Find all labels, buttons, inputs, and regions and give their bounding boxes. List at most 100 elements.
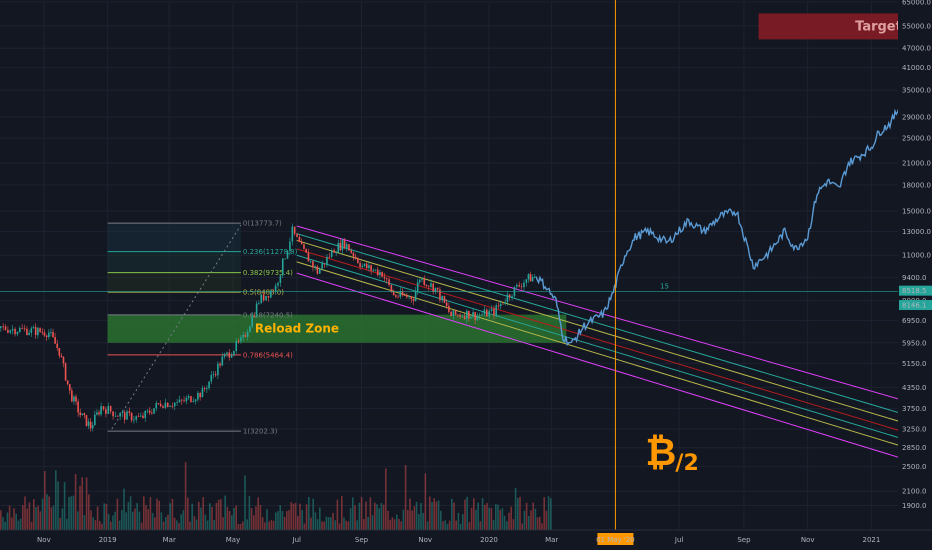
volume-bar: [299, 503, 301, 530]
candle-body: [403, 295, 406, 297]
candle-body: [162, 406, 164, 408]
volume-bar: [165, 516, 167, 530]
candle-body: [414, 291, 417, 301]
volume-bar: [149, 497, 152, 530]
volume-bar: [259, 504, 262, 530]
volume-bar: [413, 506, 416, 530]
candle-body: [363, 263, 366, 266]
grid: [0, 1, 898, 530]
candle-body: [508, 294, 511, 298]
y-axis-background: [898, 0, 932, 550]
candle-body: [399, 291, 402, 297]
volume-bar: [475, 509, 477, 530]
candle-body: [436, 287, 439, 290]
candle-body: [486, 309, 488, 317]
volume-bar: [312, 498, 314, 530]
volume-bar: [68, 496, 70, 530]
volume-bar: [497, 504, 499, 530]
volume-bar: [11, 517, 13, 530]
candle-body: [155, 403, 158, 409]
volume-bar: [248, 496, 251, 530]
candle-body: [533, 276, 536, 278]
candle-body: [39, 328, 41, 332]
volume-bar: [499, 509, 501, 530]
volume-bar: [158, 500, 160, 530]
volume-bar: [30, 521, 33, 530]
volume-bar: [272, 520, 275, 530]
volume-bar: [448, 520, 451, 530]
candle-body: [121, 412, 124, 414]
volume-bar: [96, 506, 99, 530]
channel-line: [296, 272, 932, 469]
candle-body: [457, 314, 459, 316]
candle-body: [14, 328, 16, 335]
candle-body: [75, 396, 77, 402]
volume-bar: [398, 519, 400, 530]
candle-body: [516, 284, 518, 287]
candle-body: [337, 242, 340, 253]
volume-bar: [264, 522, 266, 530]
y-tick-label: 47000.0: [902, 45, 931, 53]
candle-body: [7, 329, 9, 333]
candle-body: [68, 384, 71, 391]
volume-bar: [189, 521, 191, 530]
candle-body: [87, 421, 90, 426]
candle-body: [0, 326, 2, 329]
volume-bar: [517, 497, 519, 530]
y-tick-label: 35000.0: [902, 87, 931, 95]
candle-body: [309, 261, 312, 262]
volume-bar: [103, 503, 105, 530]
volume-bar: [347, 521, 350, 530]
volume-bar: [433, 498, 435, 530]
candle-body: [448, 306, 450, 312]
annotations: ₿/2: [645, 430, 698, 476]
volume-bar: [530, 510, 532, 530]
candle-body: [235, 341, 238, 351]
candle-body: [214, 374, 217, 376]
volume-bar: [132, 511, 134, 530]
volume-bar: [404, 465, 407, 530]
volume-bar: [367, 517, 369, 530]
x-tick-label: May: [226, 536, 240, 544]
bitcoin-icon: ₿: [645, 430, 676, 474]
volume-bar: [231, 515, 233, 530]
candle-body: [270, 290, 272, 298]
candle-body: [244, 334, 247, 337]
volume-bar: [294, 502, 297, 530]
candle-body: [123, 412, 126, 420]
candle-body: [258, 303, 260, 304]
candle-body: [445, 302, 448, 307]
candle-body: [52, 331, 54, 337]
volume-bar: [13, 508, 15, 530]
volume-bar: [176, 520, 178, 530]
volume-bars: [0, 462, 552, 530]
volume-bar: [66, 518, 68, 530]
volume-bar: [127, 501, 130, 530]
candle-body: [71, 390, 73, 402]
volume-bar: [52, 505, 55, 530]
candle-body: [483, 309, 486, 315]
y-tick-label: 9400.0: [902, 274, 927, 282]
volume-bar: [422, 512, 424, 530]
volume-bar: [343, 517, 345, 530]
volume-bar: [369, 497, 372, 530]
volume-bar: [492, 520, 495, 530]
candle-body: [148, 410, 151, 413]
candle-body: [298, 237, 301, 242]
volume-bar: [72, 495, 75, 530]
candle-body: [305, 248, 307, 253]
volume-bar: [418, 514, 420, 530]
volume-bar: [363, 519, 365, 530]
volume-bar: [156, 498, 158, 530]
reload-zone-label: Reload Zone: [255, 322, 339, 336]
candle-body: [468, 310, 470, 319]
candle-body: [416, 282, 419, 292]
candle-body: [203, 388, 206, 389]
candle-body: [434, 287, 437, 292]
regression-channel: [296, 225, 932, 469]
volume-bar: [195, 519, 198, 530]
volume-bar: [125, 512, 127, 530]
y-tick-label: 65000.0: [902, 0, 931, 7]
volume-bar: [270, 519, 273, 530]
